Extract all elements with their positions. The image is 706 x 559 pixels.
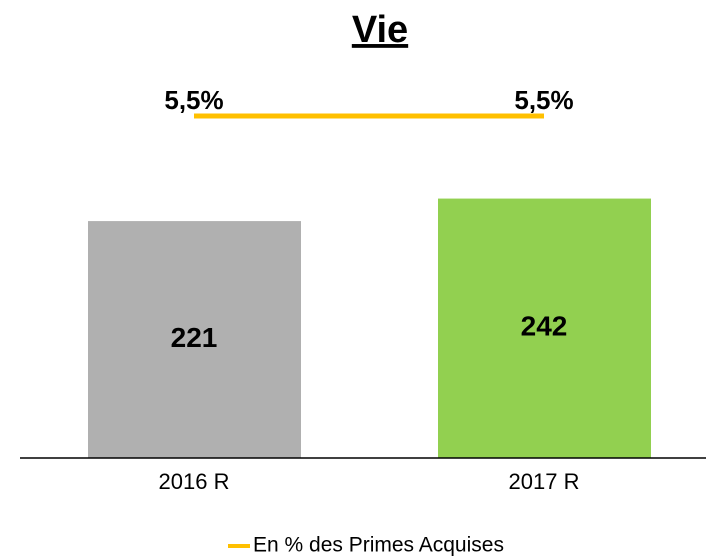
data-label: 5,5% <box>164 85 223 115</box>
bar <box>88 221 301 458</box>
data-label: 5,5% <box>514 85 573 115</box>
chart-title: Vie <box>352 9 408 51</box>
x-tick-label: 2017 R <box>509 469 580 494</box>
bar <box>438 198 651 459</box>
x-tick-label: 2016 R <box>159 469 230 494</box>
legend-label: En % des Primes Acquises <box>253 534 504 557</box>
data-label: 221 <box>171 322 218 353</box>
data-label: 242 <box>521 311 568 342</box>
